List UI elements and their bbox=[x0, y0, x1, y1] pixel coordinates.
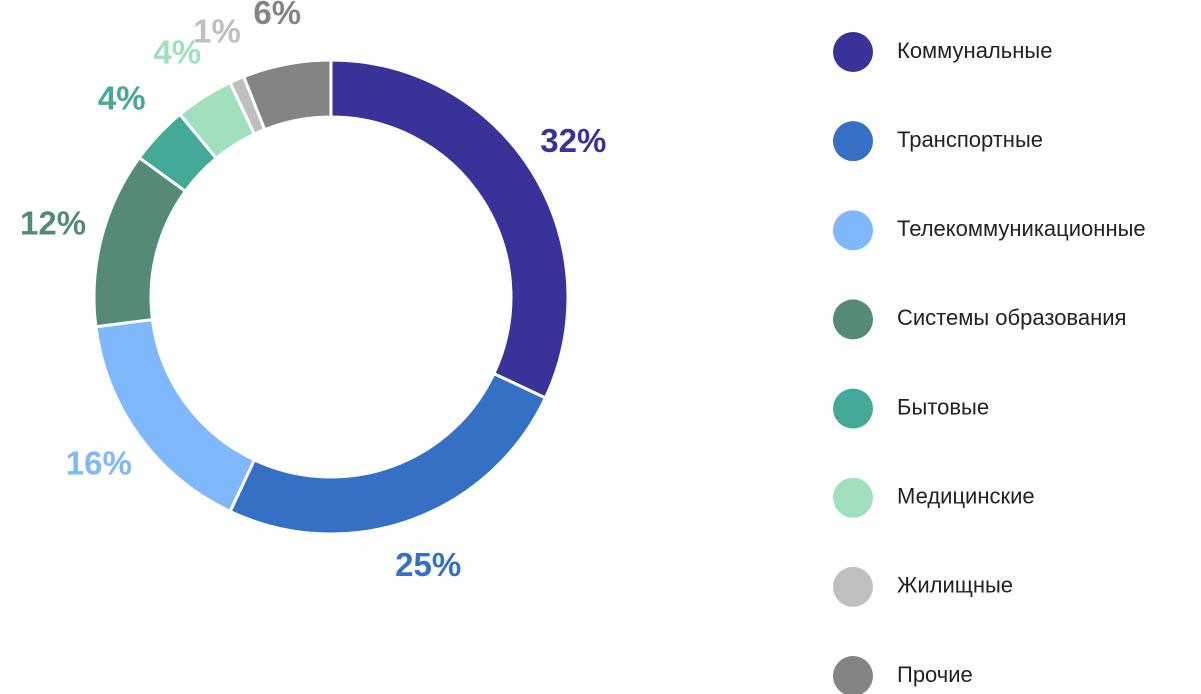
data-label: 25% bbox=[395, 546, 461, 583]
donut-segment bbox=[228, 371, 548, 536]
donut-segment bbox=[241, 58, 333, 132]
legend-swatch bbox=[833, 210, 873, 251]
donut-segment bbox=[329, 58, 570, 400]
legend-swatch bbox=[833, 299, 873, 340]
legend-label: Системы образования bbox=[897, 305, 1126, 330]
data-label: 1% bbox=[193, 12, 241, 49]
legend-label: Транспортные bbox=[897, 127, 1043, 152]
legend-swatch bbox=[833, 388, 873, 429]
legend-swatch bbox=[833, 477, 873, 518]
data-label: 6% bbox=[253, 0, 301, 31]
legend-swatch bbox=[833, 566, 873, 607]
donut-segment bbox=[94, 317, 257, 514]
legend-swatch bbox=[833, 121, 873, 162]
data-label: 4% bbox=[98, 79, 146, 116]
data-label: 12% bbox=[20, 204, 86, 241]
legend-label: Прочие bbox=[897, 662, 973, 687]
legend-label: Жилищные bbox=[897, 573, 1013, 598]
legend-swatch bbox=[833, 656, 873, 694]
legend-label: Телекоммуникационные bbox=[897, 216, 1146, 241]
data-label: 32% bbox=[540, 122, 606, 159]
data-label: 4% bbox=[153, 33, 201, 70]
legend-label: Бытовые bbox=[897, 394, 989, 419]
data-label: 16% bbox=[66, 444, 132, 481]
legend-label: Медицинские bbox=[897, 484, 1035, 509]
legend-label: Коммунальные bbox=[897, 38, 1052, 63]
legend-swatch bbox=[833, 32, 873, 72]
